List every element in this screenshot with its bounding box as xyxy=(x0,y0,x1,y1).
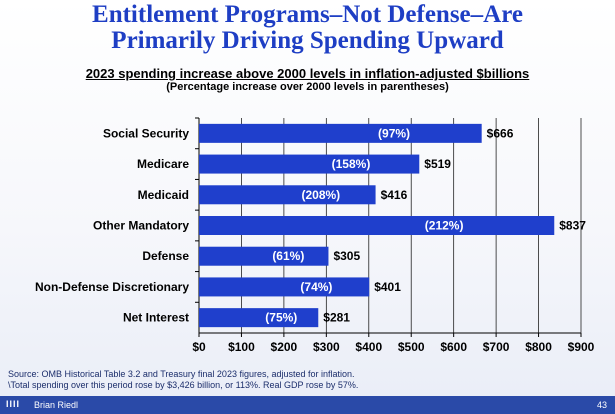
author-name: Brian Riedl xyxy=(34,400,79,410)
category-label: Medicare xyxy=(137,157,189,171)
value-label: $305 xyxy=(333,249,360,263)
value-label: $666 xyxy=(487,126,514,140)
x-tick-label: $300 xyxy=(313,340,340,354)
page-number: 43 xyxy=(596,400,607,410)
bar xyxy=(199,216,555,235)
pct-label: (75%) xyxy=(265,311,297,325)
category-label: Medicaid xyxy=(138,188,189,202)
x-tick-label: $700 xyxy=(483,340,510,354)
bar xyxy=(199,123,482,143)
x-tick-label: $500 xyxy=(398,340,425,354)
source-note: Source: OMB Historical Table 3.2 and Tre… xyxy=(8,369,358,391)
slide-title-line1: Entitlement Programs–Not Defense–Are xyxy=(92,1,523,28)
pct-label: (208%) xyxy=(301,188,340,202)
source-line2: \Total spending over this period rose by… xyxy=(8,380,359,390)
value-label: $519 xyxy=(424,157,451,171)
x-tick-label: $0 xyxy=(192,340,206,354)
x-tick-label: $400 xyxy=(355,340,382,354)
slide-title-line2: Primarily Driving Spending Upward xyxy=(111,27,504,54)
bar xyxy=(199,154,420,174)
value-label: $281 xyxy=(323,311,350,325)
category-label: Net Interest xyxy=(123,311,189,325)
category-label: Non-Defense Discretionary xyxy=(35,280,189,294)
x-tick-label: $100 xyxy=(228,340,255,354)
institution-logo: IIII xyxy=(6,399,21,409)
bar xyxy=(199,308,319,328)
value-label: $837 xyxy=(559,219,586,233)
x-tick-label: $900 xyxy=(568,340,595,354)
x-tick-label: $200 xyxy=(271,340,298,354)
x-tick-label: $600 xyxy=(440,340,467,354)
category-label: Other Mandatory xyxy=(93,219,189,233)
category-label: Social Security xyxy=(103,126,189,140)
slide-title: Entitlement Programs–Not Defense–Are Pri… xyxy=(0,2,615,54)
value-label: $416 xyxy=(381,188,408,202)
value-label: $401 xyxy=(374,280,401,294)
pct-label: (61%) xyxy=(272,249,304,263)
chart-title: 2023 spending increase above 2000 levels… xyxy=(85,66,530,81)
bar xyxy=(199,185,376,205)
bar xyxy=(199,246,329,266)
pct-label: (158%) xyxy=(332,157,371,171)
chart-subtitle: (Percentage increase over 2000 levels in… xyxy=(166,81,449,93)
footer-bar: IIII Brian Riedl 43 xyxy=(0,396,615,414)
category-label: Defense xyxy=(142,249,189,263)
pct-label: (97%) xyxy=(378,126,410,140)
bar xyxy=(199,277,370,297)
pct-label: (74%) xyxy=(300,280,332,294)
x-tick-label: $800 xyxy=(525,340,552,354)
source-line1: Source: OMB Historical Table 3.2 and Tre… xyxy=(8,369,355,379)
pct-label: (212%) xyxy=(425,219,464,233)
bar-chart: $0 $100 $200 $300 $400 $500 $600 $700 $800 $900 So… xyxy=(35,117,595,354)
